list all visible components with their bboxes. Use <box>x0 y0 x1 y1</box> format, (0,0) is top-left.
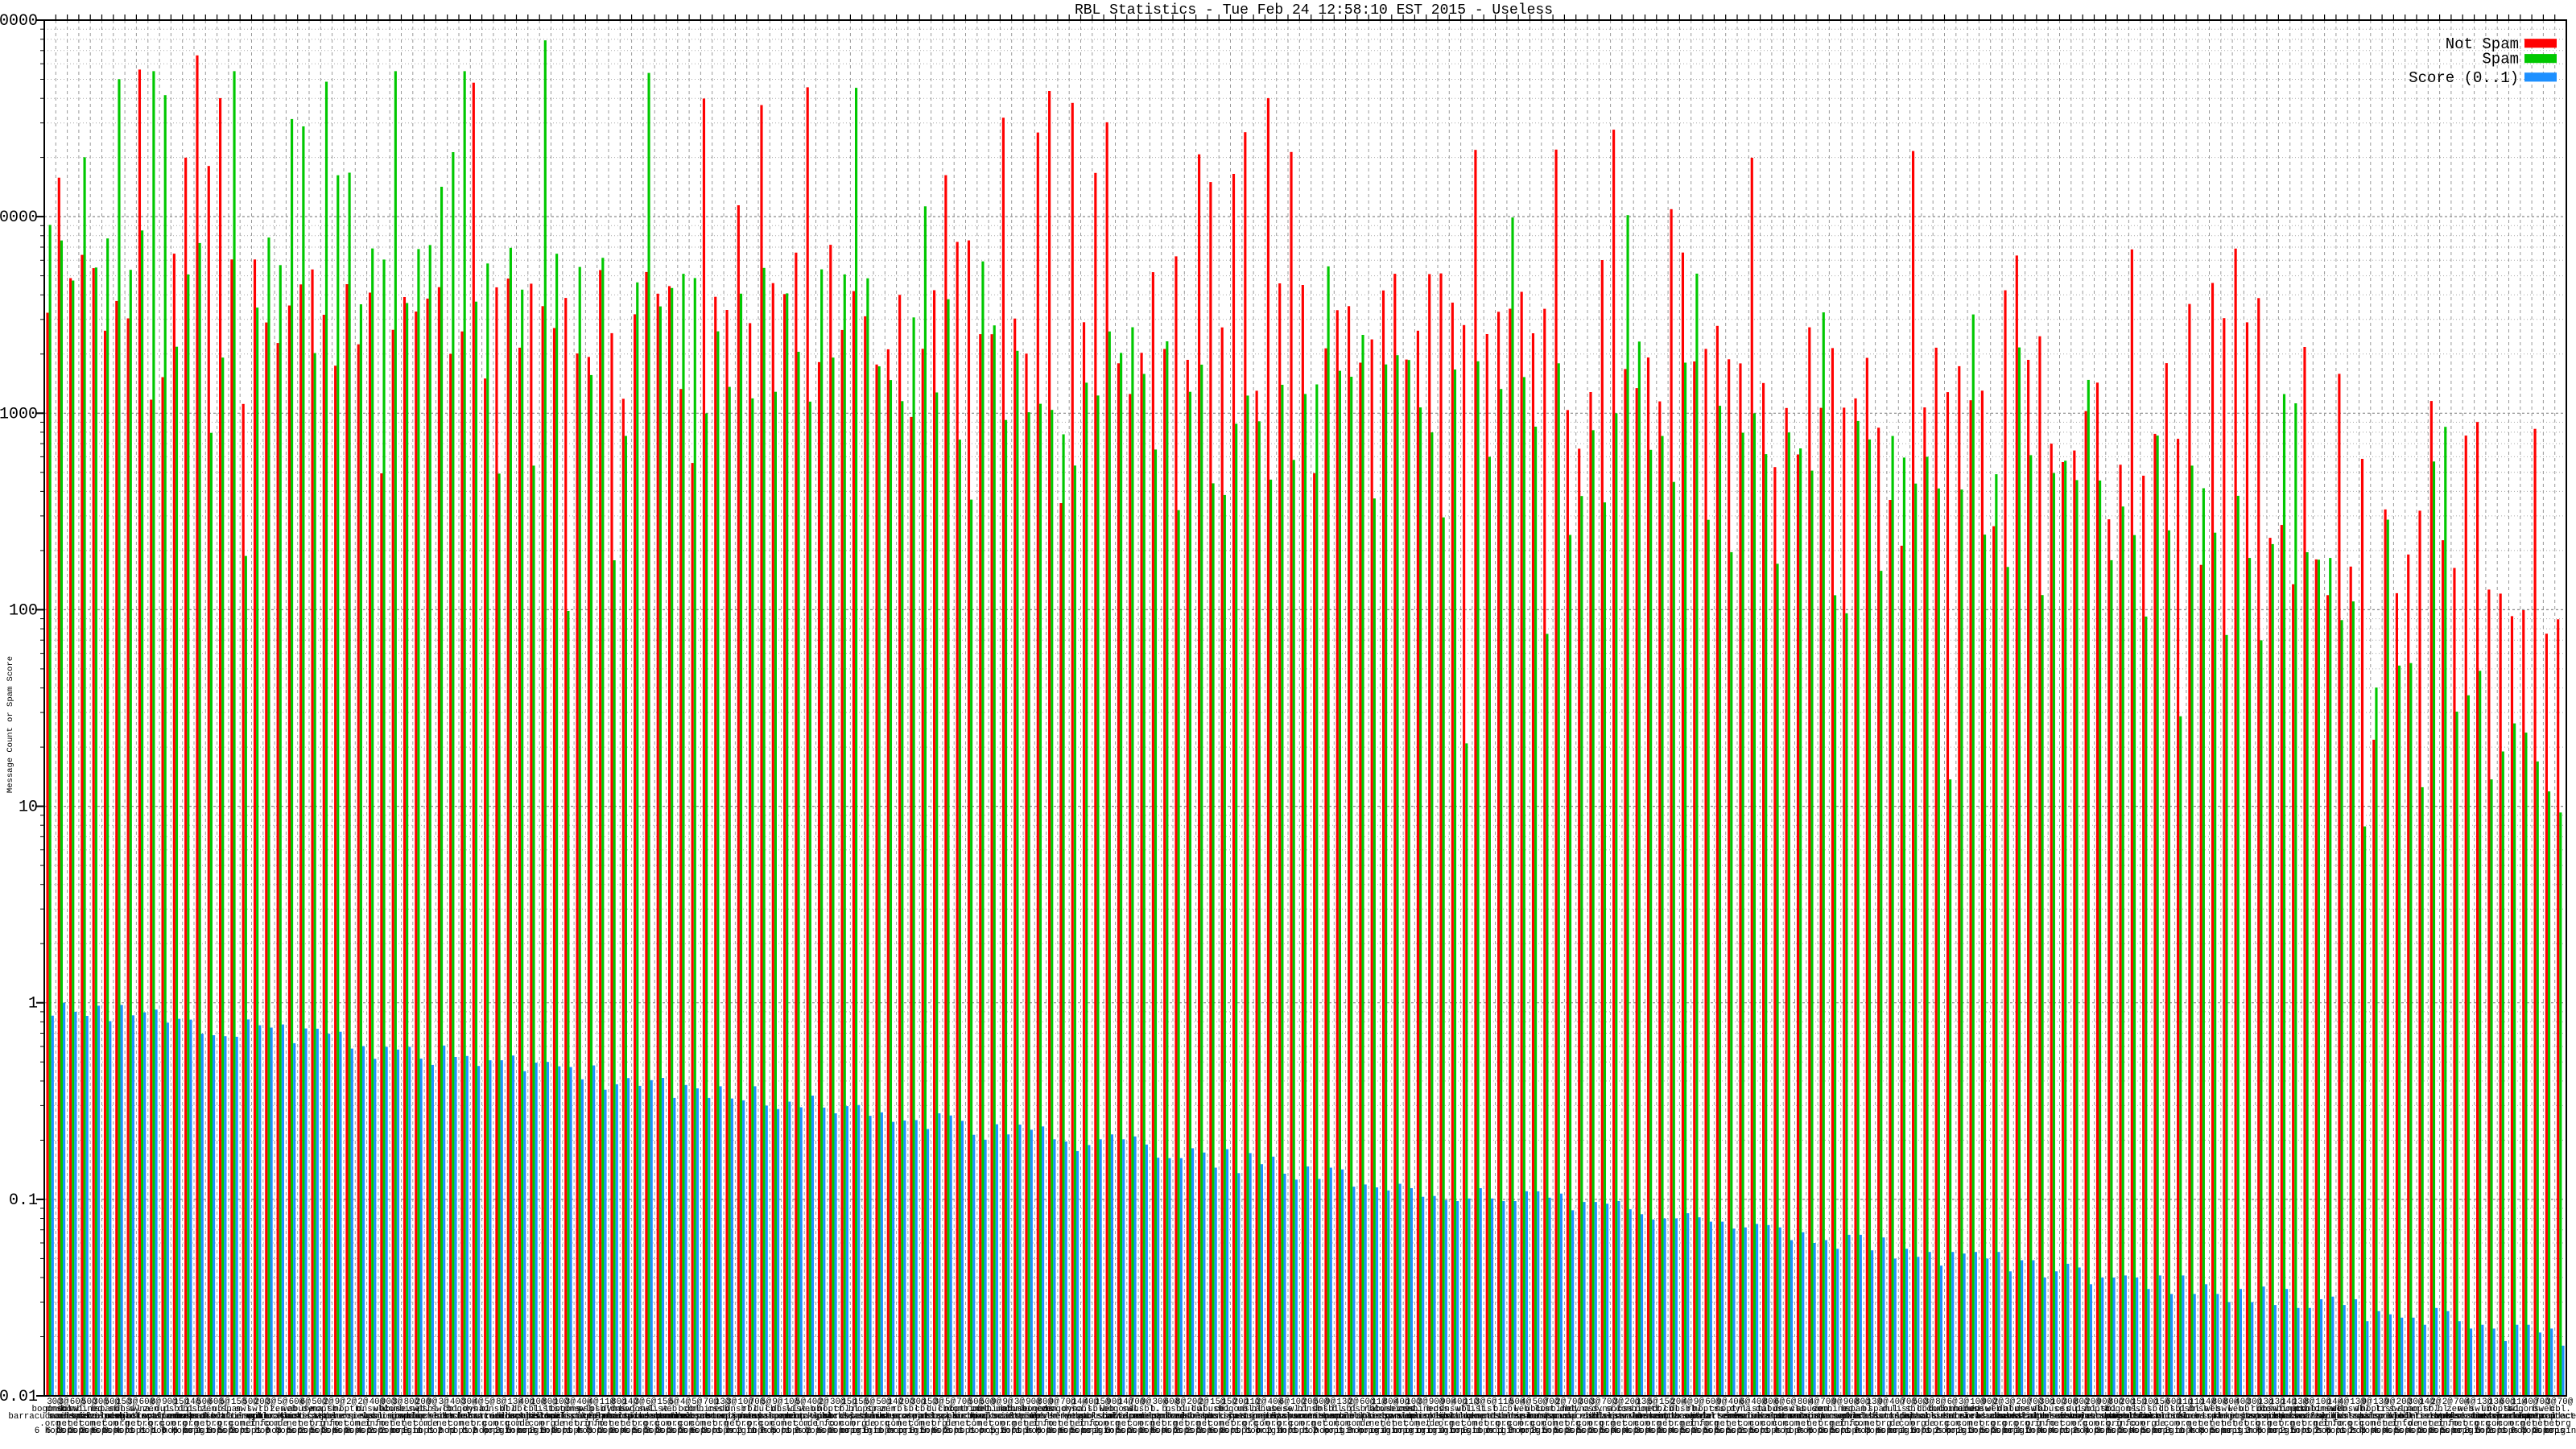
svg-text:Message Count or Spam Score: Message Count or Spam Score <box>6 656 15 793</box>
svg-text:100: 100 <box>9 601 38 620</box>
svg-text:0.01: 0.01 <box>0 1388 38 1406</box>
svg-text:0.1: 0.1 <box>9 1191 38 1210</box>
svg-text:RBL Statistics - Tue Feb 24 12: RBL Statistics - Tue Feb 24 12:58:10 EST… <box>1075 2 1553 19</box>
svg-text:Score (0..1): Score (0..1) <box>2409 69 2519 87</box>
svg-text:Spam: Spam <box>2482 51 2519 68</box>
svg-text:origin: origin <box>2545 1426 2576 1436</box>
svg-text:1: 1 <box>28 995 38 1013</box>
svg-text:10000: 10000 <box>0 208 38 227</box>
svg-text:1000: 1000 <box>0 405 38 423</box>
svg-text:100000: 100000 <box>0 12 38 31</box>
svg-text:10: 10 <box>19 799 38 817</box>
